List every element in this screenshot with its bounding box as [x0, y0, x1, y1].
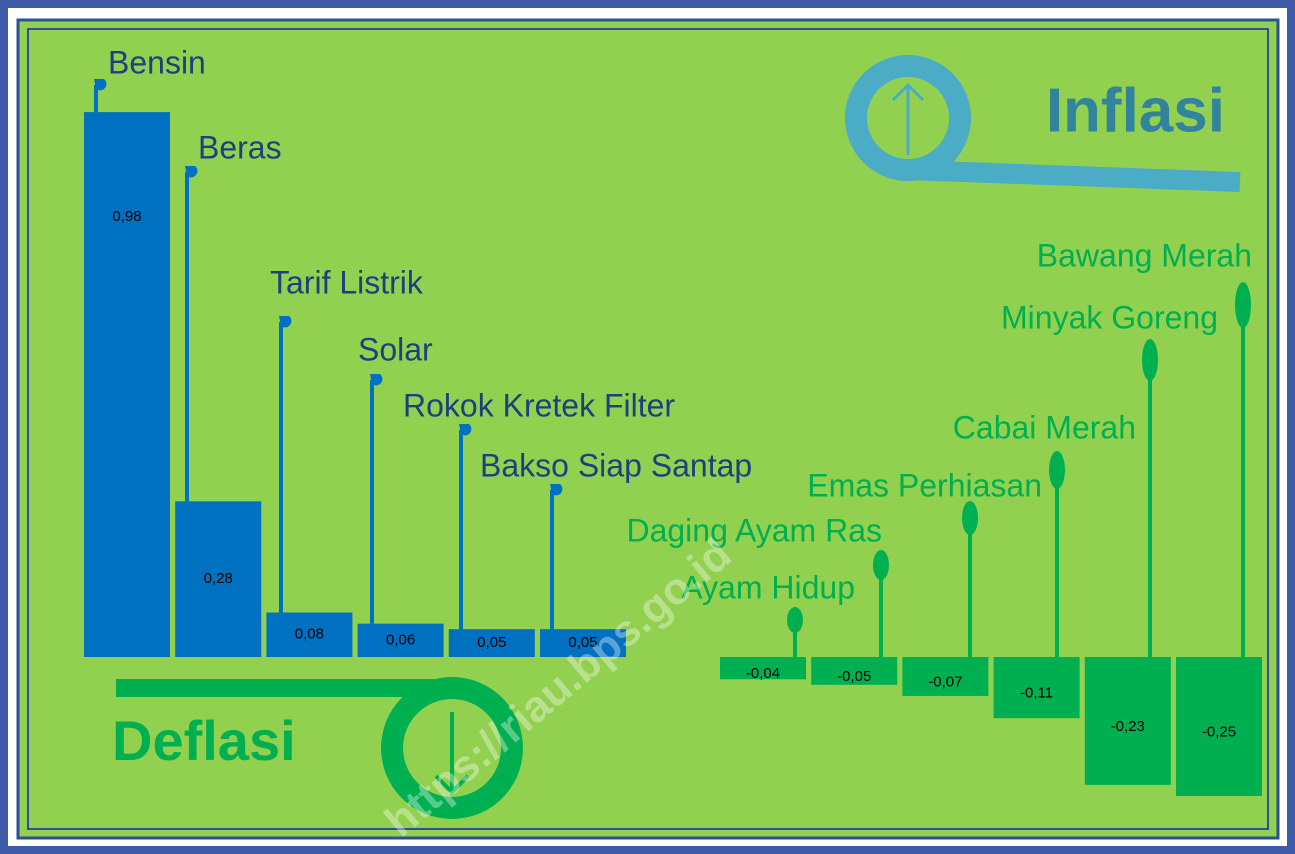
- category-label: Bawang Merah: [1037, 237, 1252, 273]
- stem-knob: [459, 424, 472, 436]
- value-label: 0,05: [568, 634, 597, 651]
- stem-knob: [1235, 282, 1251, 328]
- bar: [720, 657, 806, 680]
- stem-knob: [279, 316, 292, 328]
- value-label: 0,28: [204, 570, 233, 587]
- value-label: -0,07: [928, 673, 962, 690]
- stem-knob: [1142, 339, 1158, 381]
- inflasi-ring: [845, 55, 971, 181]
- category-label: Beras: [198, 129, 282, 165]
- bar: [993, 657, 1080, 719]
- stem-knob: [94, 79, 107, 91]
- inflasi-title: Inflasi: [1046, 76, 1225, 145]
- bar: [357, 623, 444, 657]
- bar: [266, 612, 353, 657]
- value-label: 0,05: [477, 634, 506, 651]
- bar: [175, 501, 262, 657]
- stem-knob: [1049, 451, 1065, 489]
- bar: [1084, 657, 1171, 785]
- stem-knob: [185, 166, 198, 178]
- down-arrow: [434, 712, 470, 795]
- category-label: Bakso Siap Santap: [480, 447, 752, 483]
- value-label: -0,04: [746, 665, 780, 682]
- stem-knob: [962, 501, 978, 535]
- stem-knob: [787, 607, 803, 633]
- value-label: -0,25: [1202, 723, 1236, 740]
- category-label: Ayam Hidup: [681, 569, 855, 605]
- deflasi-title: Deflasi: [112, 709, 296, 772]
- up-arrow: [891, 82, 925, 155]
- value-label: 0,98: [112, 208, 141, 225]
- value-label: 0,06: [386, 631, 415, 648]
- bar: [540, 629, 626, 657]
- inner-border: [27, 28, 1269, 830]
- bar: [84, 112, 170, 658]
- category-label: Tarif Listrik: [270, 264, 424, 300]
- stem-knob: [873, 550, 889, 580]
- category-label: Daging Ayam Ras: [626, 512, 882, 548]
- value-label: -0,11: [1020, 685, 1053, 702]
- bar: [448, 629, 535, 657]
- category-label: Minyak Goreng: [1001, 299, 1218, 335]
- category-label: Emas Perhiasan: [807, 467, 1042, 503]
- value-label: -0,23: [1111, 718, 1145, 735]
- value-label: -0,05: [837, 668, 871, 685]
- value-label: 0,08: [295, 626, 324, 643]
- bar: [1176, 657, 1262, 796]
- category-label: Solar: [358, 331, 433, 367]
- category-label: Bensin: [108, 44, 206, 80]
- category-label: Rokok Kretek Filter: [403, 387, 675, 423]
- category-label: Cabai Merah: [953, 409, 1136, 445]
- deflasi-ring: [381, 677, 523, 819]
- stem-knob: [550, 484, 563, 496]
- stem-knob: [370, 374, 383, 386]
- bar: [811, 657, 898, 685]
- bar: [902, 657, 989, 696]
- inflasi-tail: [907, 160, 1241, 192]
